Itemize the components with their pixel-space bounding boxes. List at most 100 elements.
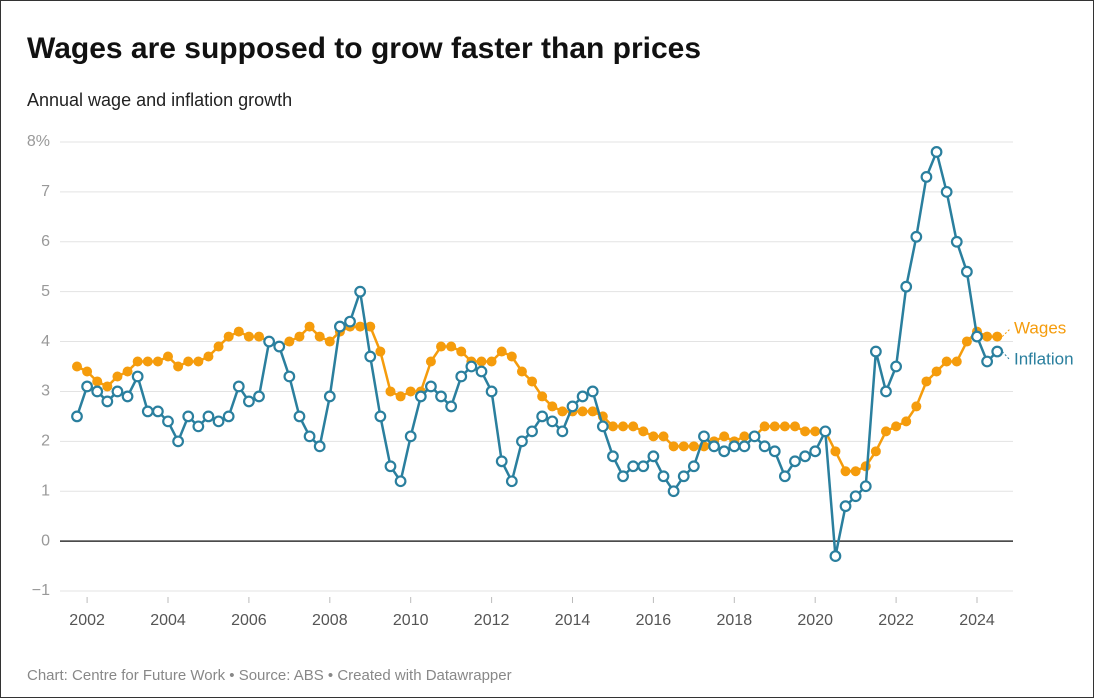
point — [910, 230, 923, 243]
point — [91, 385, 104, 398]
point — [455, 370, 468, 383]
point — [516, 435, 528, 448]
chart-title: Wages are supposed to grow faster than p… — [27, 32, 701, 65]
point — [71, 361, 82, 372]
label-connector — [1001, 351, 1011, 361]
point — [971, 330, 983, 343]
point — [425, 380, 437, 393]
x-tick-label: 2012 — [474, 612, 510, 629]
point — [182, 410, 195, 423]
point — [162, 415, 174, 428]
point — [941, 356, 952, 367]
point — [668, 441, 679, 452]
point — [577, 406, 588, 417]
point — [505, 475, 518, 488]
point — [222, 410, 235, 423]
y-tick-label: 0 — [41, 532, 50, 549]
point — [779, 421, 790, 432]
point — [486, 356, 497, 367]
point — [991, 345, 1004, 358]
x-tick-label: 2002 — [69, 612, 105, 629]
point — [495, 455, 508, 468]
point — [183, 356, 194, 367]
point — [364, 350, 377, 363]
point — [436, 341, 447, 352]
point — [284, 336, 295, 347]
x-tick-label: 2006 — [231, 612, 267, 629]
point — [921, 376, 932, 387]
point — [880, 385, 892, 398]
point — [617, 470, 629, 483]
point — [809, 445, 822, 458]
point — [981, 355, 994, 368]
point — [283, 370, 296, 383]
point — [334, 320, 346, 333]
point — [587, 406, 598, 417]
point — [202, 410, 215, 423]
point — [618, 421, 629, 432]
point — [677, 470, 690, 483]
point — [911, 401, 922, 412]
point — [323, 390, 336, 403]
point — [394, 475, 407, 488]
point — [313, 440, 326, 453]
point — [213, 341, 224, 352]
point — [992, 331, 1003, 342]
point — [476, 356, 487, 367]
point — [819, 425, 832, 438]
point — [446, 341, 457, 352]
point — [414, 390, 427, 403]
point — [122, 366, 133, 377]
point — [718, 445, 731, 458]
point — [688, 441, 699, 452]
point — [627, 460, 640, 473]
point — [152, 356, 163, 367]
point — [596, 420, 609, 433]
point — [445, 400, 458, 413]
point — [475, 365, 488, 378]
point — [485, 385, 498, 398]
point — [850, 466, 861, 477]
point — [678, 441, 689, 452]
point — [758, 440, 771, 453]
point — [546, 415, 559, 428]
point — [778, 470, 791, 483]
point — [537, 391, 548, 402]
point — [961, 336, 972, 347]
point — [344, 315, 356, 328]
point — [849, 490, 862, 503]
x-tick-label: 2018 — [717, 612, 753, 629]
point — [212, 415, 225, 428]
point — [960, 265, 973, 278]
point — [556, 425, 569, 438]
point — [81, 380, 94, 393]
point — [880, 426, 891, 437]
y-tick-label: 4 — [41, 333, 50, 350]
point — [527, 376, 538, 387]
point — [870, 446, 881, 457]
point — [223, 331, 234, 342]
point — [557, 406, 568, 417]
point — [193, 356, 204, 367]
point — [516, 366, 527, 377]
point — [739, 431, 750, 442]
point — [547, 401, 558, 412]
point — [719, 431, 730, 442]
point — [163, 351, 174, 362]
y-tick-label: 8% — [27, 133, 50, 150]
y-tick-label: 6 — [41, 233, 50, 250]
point — [384, 460, 397, 473]
point — [263, 335, 276, 348]
point — [839, 500, 852, 513]
point — [637, 460, 650, 473]
point — [859, 480, 872, 493]
point — [698, 430, 710, 443]
point — [435, 390, 447, 403]
point — [456, 346, 467, 357]
point — [951, 356, 962, 367]
point — [243, 331, 254, 342]
y-tick-label: 7 — [41, 183, 50, 200]
point — [890, 360, 902, 373]
point — [647, 450, 660, 463]
